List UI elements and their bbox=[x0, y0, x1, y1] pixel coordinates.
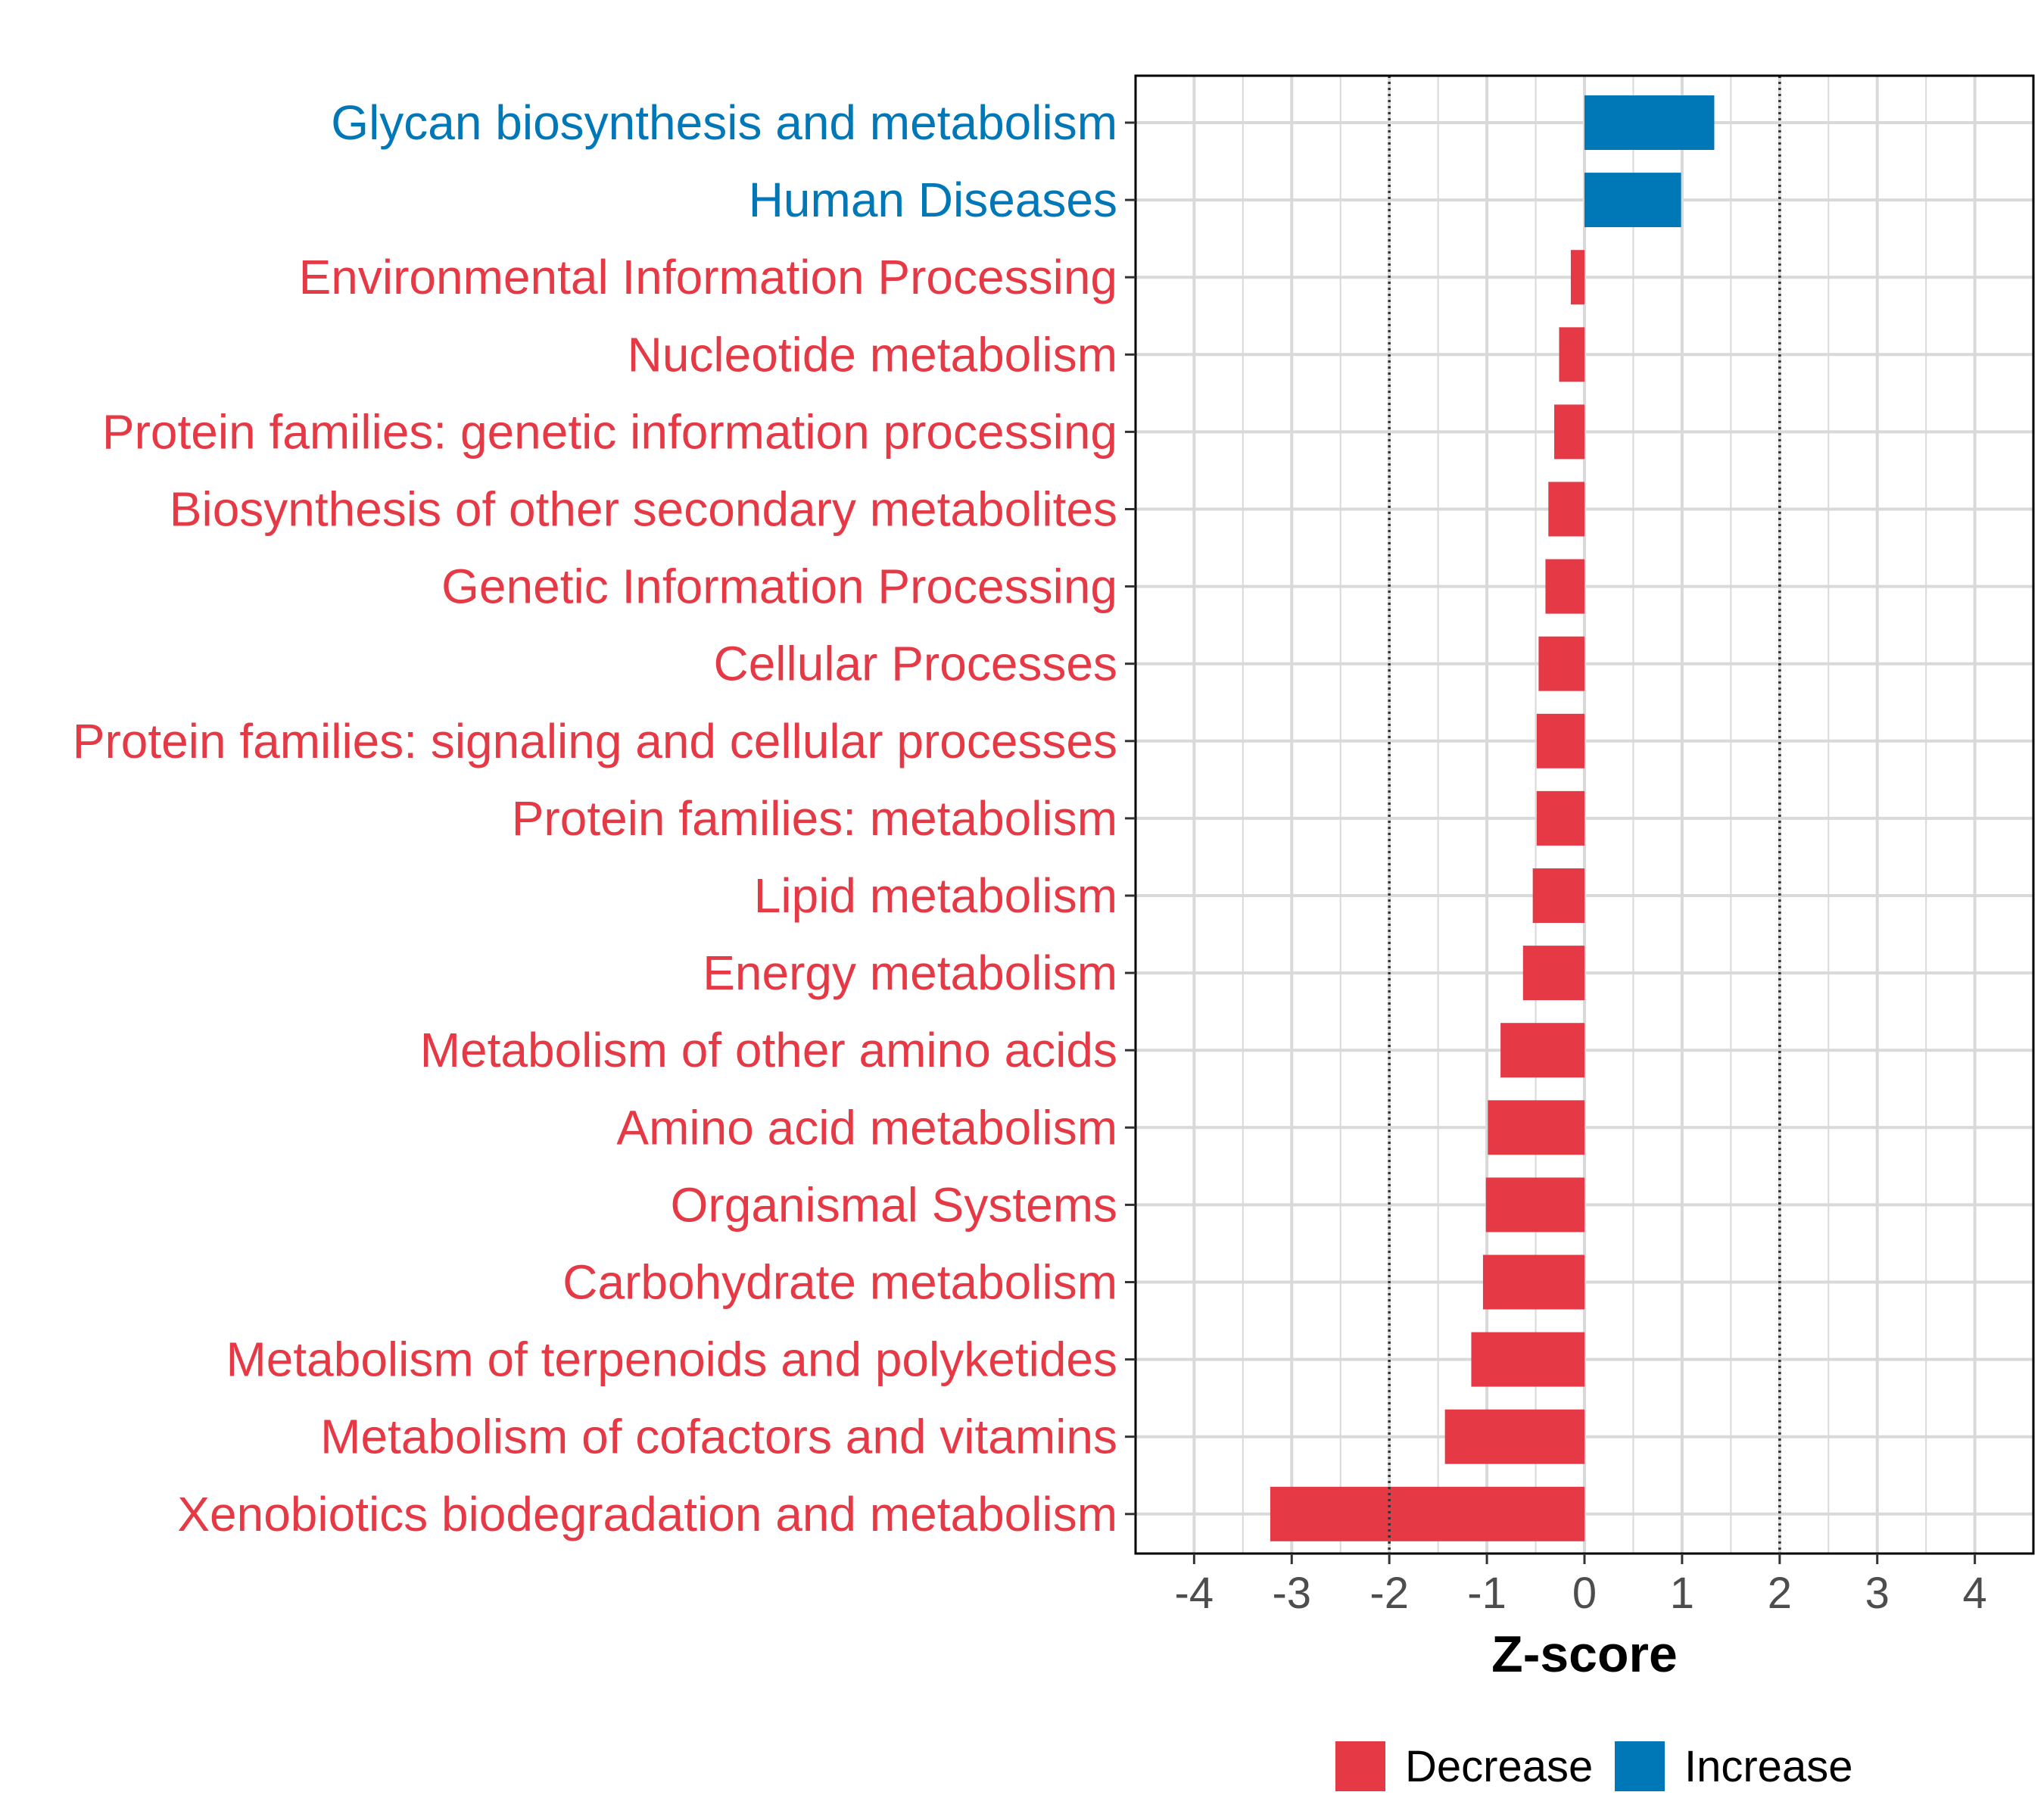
category-label: Metabolism of other amino acids bbox=[420, 1023, 1117, 1077]
bar bbox=[1471, 1332, 1584, 1387]
legend-label: Decrease bbox=[1405, 1742, 1593, 1791]
category-label: Protein families: signaling and cellular… bbox=[73, 714, 1117, 768]
category-label: Human Diseases bbox=[749, 173, 1117, 227]
bar bbox=[1488, 1100, 1584, 1155]
category-label: Carbohydrate metabolism bbox=[562, 1255, 1117, 1310]
x-tick-label: 2 bbox=[1768, 1569, 1792, 1618]
legend-swatch bbox=[1615, 1741, 1665, 1791]
category-label: Amino acid metabolism bbox=[616, 1100, 1117, 1155]
category-label: Metabolism of cofactors and vitamins bbox=[320, 1410, 1117, 1464]
bar bbox=[1482, 1254, 1584, 1310]
reference-lines bbox=[1388, 76, 1781, 1554]
category-label: Xenobiotics biodegradation and metabolis… bbox=[177, 1487, 1117, 1541]
bar bbox=[1548, 482, 1584, 537]
x-tick-label: 3 bbox=[1865, 1569, 1890, 1618]
category-label: Environmental Information Processing bbox=[299, 250, 1117, 304]
category-label: Metabolism of terpenoids and polyketides bbox=[226, 1332, 1117, 1387]
bar bbox=[1554, 404, 1584, 460]
bar bbox=[1570, 250, 1584, 305]
x-tick-label: -1 bbox=[1467, 1569, 1507, 1618]
category-label: Genetic Information Processing bbox=[441, 559, 1117, 614]
x-tick-label: -4 bbox=[1175, 1569, 1214, 1618]
category-label: Organismal Systems bbox=[671, 1177, 1117, 1232]
x-tick-label: 4 bbox=[1963, 1569, 1987, 1618]
legend-label: Increase bbox=[1684, 1742, 1852, 1791]
bar bbox=[1545, 559, 1584, 614]
bar bbox=[1532, 868, 1584, 923]
y-axis-ticks: Glycan biosynthesis and metabolism Human … bbox=[73, 95, 1136, 1541]
category-label: Lipid metabolism bbox=[754, 868, 1117, 923]
legend-swatch bbox=[1335, 1741, 1385, 1791]
category-label: Protein families: metabolism bbox=[512, 791, 1117, 846]
bar bbox=[1584, 173, 1681, 228]
x-axis-title: Z-score bbox=[1491, 1625, 1678, 1683]
legend: Decrease Increase bbox=[1335, 1741, 1852, 1791]
x-axis-ticks: -4 -3 -2 -1 0 1 2 3 4 bbox=[1175, 1554, 1987, 1618]
x-tick-label: 0 bbox=[1572, 1569, 1597, 1618]
bar bbox=[1500, 1023, 1584, 1078]
category-label: Biosynthesis of other secondary metaboli… bbox=[170, 482, 1117, 537]
bar bbox=[1536, 790, 1584, 846]
bar bbox=[1485, 1177, 1584, 1233]
bar bbox=[1538, 636, 1584, 691]
category-label: Protein families: genetic information pr… bbox=[102, 404, 1117, 459]
bars bbox=[1270, 95, 1715, 1541]
category-label: Glycan biosynthesis and metabolism bbox=[331, 95, 1117, 150]
bar bbox=[1536, 713, 1584, 768]
bar bbox=[1270, 1486, 1584, 1541]
category-label: Energy metabolism bbox=[703, 946, 1117, 1000]
x-tick-label: -3 bbox=[1272, 1569, 1311, 1618]
category-label: Nucleotide metabolism bbox=[628, 327, 1117, 382]
x-tick-label: -2 bbox=[1369, 1569, 1409, 1618]
x-tick-label: 1 bbox=[1670, 1569, 1694, 1618]
bar bbox=[1559, 327, 1584, 382]
bar bbox=[1444, 1409, 1584, 1464]
category-label: Cellular Processes bbox=[713, 637, 1117, 691]
bar bbox=[1522, 946, 1584, 1001]
bar bbox=[1584, 95, 1715, 150]
